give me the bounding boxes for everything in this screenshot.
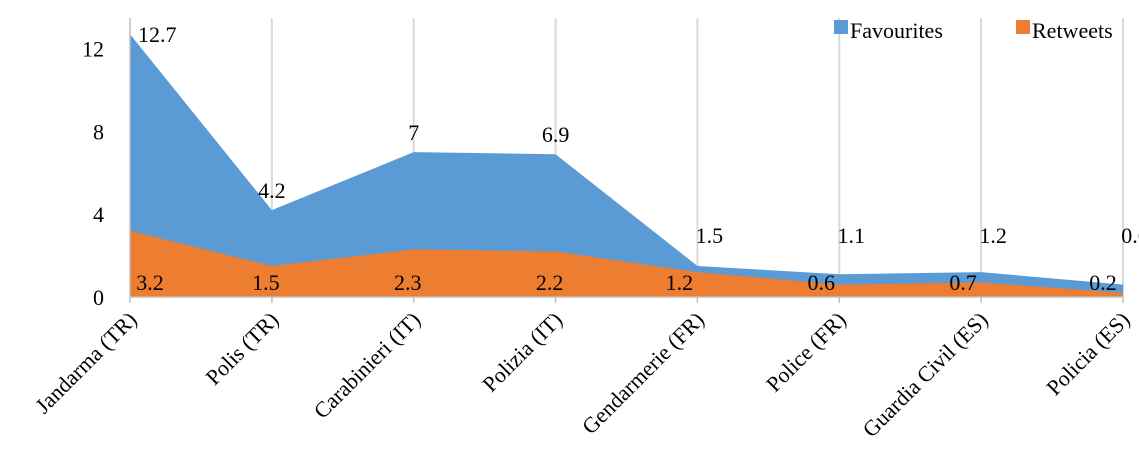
x-category-label: Policia (ES) [1041,307,1134,400]
legend: Favourites Retweets [834,18,1113,43]
data-label-retweets: 0.7 [949,270,977,295]
data-label-retweets: 0.2 [1089,270,1117,295]
y-axis-tick-labels: 0 4 8 12 [82,37,104,310]
legend-swatch-favourites [834,20,848,34]
data-label-retweets: 1.5 [252,270,280,295]
x-category-label: Gendarmerie (FR) [577,307,709,439]
data-label-favourites: 1.5 [696,223,724,248]
x-category-label: Guardia Civil (ES) [857,307,992,442]
data-label-favourites: 1.2 [979,223,1007,248]
x-axis-tick-labels: Jandarma (TR) Polis (TR) Carabinieri (IT) P… [30,307,1134,442]
data-labels: 12.74.276.91.51.11.20.63.21.52.32.21.20.… [136,22,1139,295]
area-favourites [130,34,1123,297]
x-category-label: Polis (TR) [200,307,283,390]
legend-label-favourites: Favourites [850,18,943,43]
area-retweets [130,230,1123,297]
x-category-label: Polizia (IT) [477,307,567,397]
data-label-retweets: 0.6 [808,270,836,295]
data-label-favourites: 4.2 [258,178,286,203]
x-category-label: Carabinieri (IT) [309,307,426,424]
y-tick-label: 8 [93,119,104,144]
legend-swatch-retweets [1016,20,1030,34]
data-label-favourites: 12.7 [138,22,177,47]
series-areas [130,34,1123,297]
data-label-favourites: 1.1 [838,223,866,248]
data-label-retweets: 1.2 [666,270,694,295]
axes [129,18,1124,303]
data-label-favourites: 6.9 [542,122,570,147]
data-label-retweets: 2.2 [536,270,564,295]
y-tick-label: 0 [93,285,104,310]
y-tick-label: 4 [93,202,104,227]
data-label-favourites: 0.6 [1121,223,1139,248]
x-category-label: Jandarma (TR) [30,307,141,418]
x-category-label: Police (FR) [761,307,851,397]
y-tick-label: 12 [82,37,104,62]
legend-label-retweets: Retweets [1032,18,1113,43]
data-label-retweets: 3.2 [136,270,164,295]
data-label-favourites: 7 [408,120,419,145]
data-label-retweets: 2.3 [394,270,422,295]
